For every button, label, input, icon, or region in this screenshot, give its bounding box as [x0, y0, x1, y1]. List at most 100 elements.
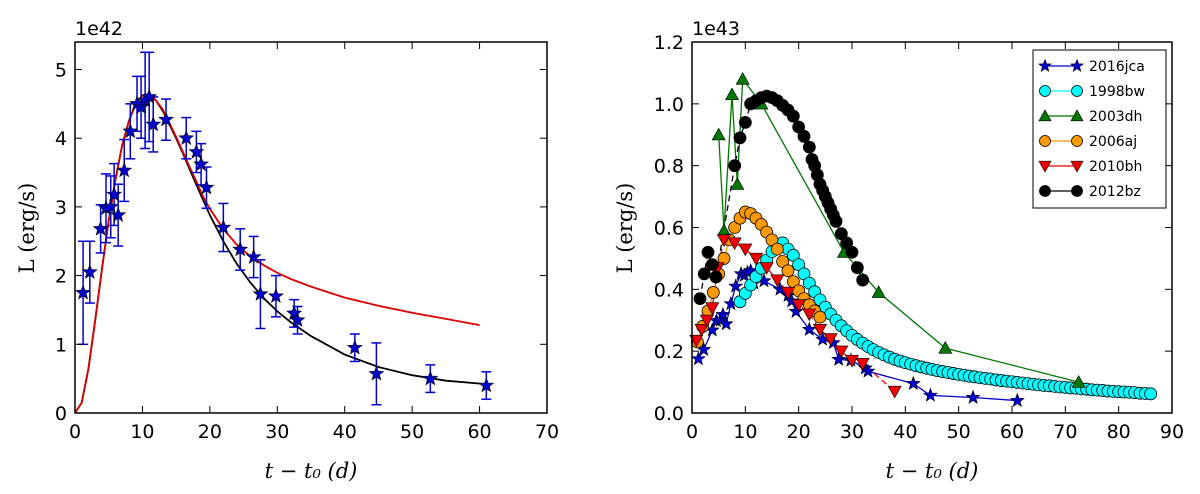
left-data-point — [158, 111, 175, 127]
right-plot-area — [689, 71, 1158, 407]
left-data-point — [92, 220, 109, 236]
series-2012bz-point — [845, 245, 859, 259]
left-y-tick-label: 2 — [55, 266, 67, 288]
series-2010bh-point — [694, 324, 709, 337]
series-2016jca-point — [831, 351, 847, 366]
left-data-point — [81, 263, 98, 279]
left-data-point — [193, 155, 209, 172]
left-x-tick-label: 10 — [130, 421, 154, 443]
left-x-tick-label: 70 — [535, 421, 559, 443]
left-y-tick-label: 3 — [55, 197, 67, 219]
series-2010bh-point — [887, 385, 902, 399]
series-2012bz-point — [701, 245, 715, 259]
series-2010bh-point — [748, 252, 764, 266]
series-2003dh-point — [711, 127, 726, 141]
series-2010bh-point — [759, 262, 774, 275]
left-data-point — [289, 311, 306, 327]
left-data-point — [252, 285, 269, 301]
series-2016jca-point — [905, 375, 921, 390]
legend-label-2010bh: 2010bh — [1089, 159, 1142, 175]
series-2010bh-line — [695, 239, 896, 392]
series-2010bh-point — [705, 302, 720, 316]
left-x-tick-label: 20 — [198, 421, 222, 443]
left-y-offset-label: 1e42 — [75, 18, 123, 40]
left-plot-frame — [74, 41, 548, 414]
left-x-tick-label: 30 — [265, 421, 289, 443]
right-panel: 1e43 t − t₀ (d) L (erg/s) 0 10 20 30 40 50 60 7… — [613, 18, 1184, 483]
legend-label-2012bz: 2012bz — [1089, 184, 1141, 200]
left-data-point — [188, 143, 205, 159]
series-2006aj-point — [706, 286, 720, 299]
left-data-point — [245, 248, 262, 264]
right-y-tick-label: 1.2 — [654, 32, 684, 54]
legend-marker-2012bz — [1039, 185, 1051, 197]
left-model-black-line — [74, 93, 487, 414]
left-x-tick-label: 0 — [69, 421, 81, 443]
series-2012bz-point — [850, 261, 864, 275]
left-data-point — [116, 162, 133, 178]
left-y-ticks: 0 1 2 3 4 5 — [55, 59, 547, 425]
right-x-tick-label: 50 — [947, 421, 971, 443]
series-2016jca-point — [922, 387, 938, 402]
series-2012bz-point — [786, 109, 800, 123]
left-y-tick-label: 0 — [55, 403, 67, 425]
right-y-ticks: 0.0 0.2 0.4 0.6 0.8 1.0 1.2 — [654, 32, 1172, 425]
right-x-tick-label: 70 — [1053, 421, 1077, 443]
series-2010bh-point — [727, 237, 742, 251]
series-2003dh-point — [735, 71, 750, 85]
series-2016jca-point — [784, 293, 800, 308]
right-x-tick-label: 20 — [787, 421, 811, 443]
series-2016jca-point — [690, 351, 706, 366]
series-2010bh-point — [844, 354, 860, 368]
series-2003dh-point — [724, 87, 740, 101]
left-y-axis-label: L (erg/s) — [15, 183, 39, 274]
right-x-tick-label: 30 — [840, 421, 864, 443]
legend-marker-2016jca — [1069, 58, 1085, 73]
left-x-tick-label: 40 — [333, 421, 357, 443]
series-2016jca-point — [965, 389, 981, 404]
right-y-tick-label: 0.8 — [654, 156, 684, 178]
series-2012bz-point — [829, 214, 843, 228]
series-2016jca-point — [1009, 392, 1025, 407]
right-y-axis-label: L (erg/s) — [613, 183, 637, 274]
series-2016jca-point — [728, 278, 744, 293]
right-y-tick-label: 0.0 — [654, 403, 684, 425]
left-data-point — [145, 116, 162, 132]
left-data-point — [141, 88, 158, 104]
left-x-tick-label: 50 — [400, 421, 424, 443]
left-data-point — [286, 305, 303, 321]
series-2016jca-point — [801, 321, 817, 336]
legend-marker-2003dh — [1038, 109, 1052, 122]
legend: 2016jca 1998bw 2003dh 2006aj 2010bh 2012bz — [1032, 49, 1167, 209]
left-data-point — [102, 198, 119, 214]
right-x-tick-label: 0 — [686, 421, 698, 443]
right-x-ticks: 0 10 20 30 40 50 60 70 80 90 — [686, 42, 1184, 443]
left-data-point — [368, 365, 385, 381]
series-2010bh-point — [738, 243, 753, 257]
series-2012bz-point — [802, 140, 816, 154]
series-2003dh-point — [938, 340, 953, 354]
series-2010bh-point — [823, 333, 838, 346]
series-2006aj-point — [717, 252, 731, 265]
series-2012bz-point — [697, 267, 711, 281]
right-x-tick-label: 40 — [893, 421, 917, 443]
legend-label-2003dh: 2003dh — [1089, 109, 1142, 125]
series-2012bz-point — [738, 115, 752, 129]
series-2016jca-point — [715, 306, 731, 321]
left-data-point — [478, 377, 495, 393]
series-2010bh-point — [802, 308, 817, 322]
left-plot-area — [74, 51, 495, 414]
series-2010bh-point — [689, 334, 704, 348]
right-y-tick-label: 0.4 — [654, 279, 684, 301]
series-2010bh-point — [780, 286, 796, 300]
legend-label-1998bw: 1998bw — [1089, 84, 1145, 100]
legend-marker-2012bz — [1071, 185, 1083, 197]
left-x-axis-label: t − t₀ (d) — [265, 459, 358, 483]
right-y-tick-label: 0.6 — [654, 218, 684, 240]
right-x-tick-label: 90 — [1160, 421, 1184, 443]
series-2012bz-point — [856, 273, 870, 287]
left-data-point — [346, 339, 363, 355]
left-data-point — [178, 129, 195, 146]
left-data-point — [110, 206, 127, 222]
